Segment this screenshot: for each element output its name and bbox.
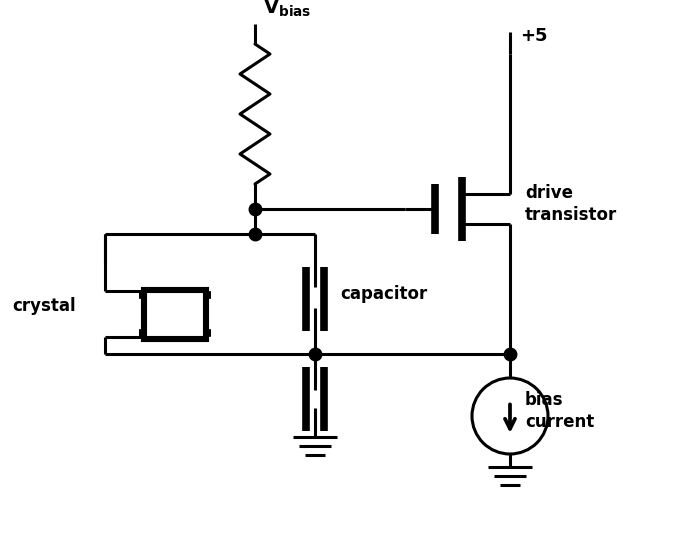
Text: crystal: crystal <box>12 297 76 315</box>
Text: drive
transistor: drive transistor <box>525 184 617 224</box>
Text: bias
current: bias current <box>525 391 594 431</box>
Bar <box>144 289 206 338</box>
Text: capacitor: capacitor <box>340 285 427 303</box>
Text: V$_{\mathbf{bias}}$: V$_{\mathbf{bias}}$ <box>263 0 312 19</box>
Text: +5: +5 <box>520 27 547 45</box>
